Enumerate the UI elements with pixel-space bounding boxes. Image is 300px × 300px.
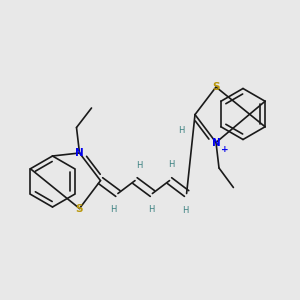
Text: N: N	[212, 137, 220, 148]
Text: H: H	[110, 205, 116, 214]
Text: +: +	[220, 146, 228, 154]
Text: H: H	[178, 126, 185, 135]
Text: H: H	[182, 206, 189, 215]
Text: S: S	[76, 203, 83, 214]
Text: H: H	[148, 205, 154, 214]
Text: N: N	[75, 148, 84, 158]
Text: S: S	[212, 82, 220, 92]
Text: H: H	[136, 160, 143, 169]
Text: H: H	[168, 160, 175, 169]
